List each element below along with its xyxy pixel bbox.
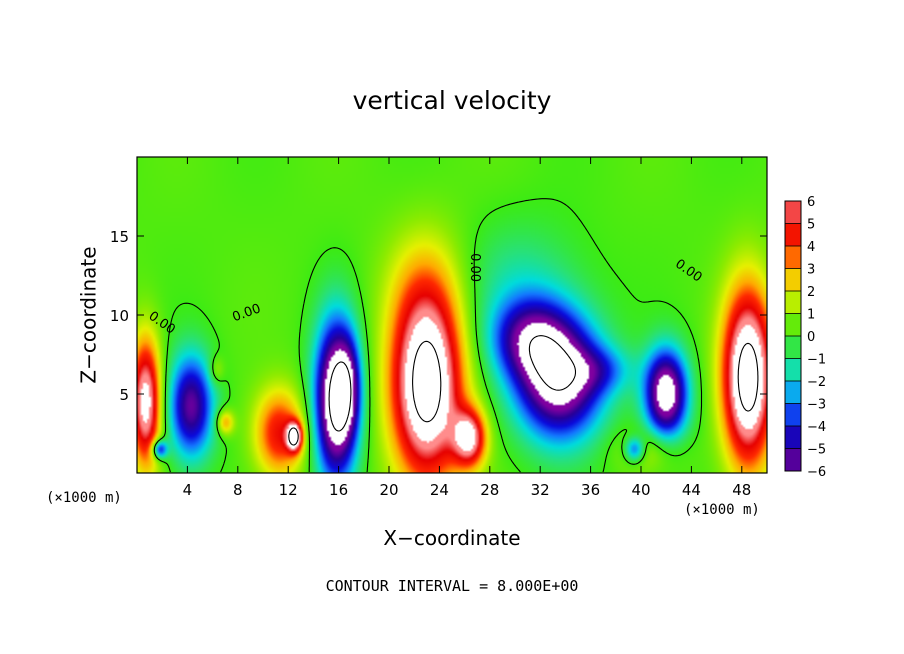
colorbar-tick-label: −3 [807,398,826,413]
contour-lines [153,198,759,473]
x-tick-label: 4 [183,481,193,499]
chart-title: vertical velocity [352,86,552,115]
x-tick-label: 24 [430,481,449,499]
x-axis-label: X−coordinate [383,526,521,550]
y-tick-label: 10 [110,307,129,325]
contour-label: 0.00 [467,253,482,282]
colorbar-cell [785,268,801,292]
x-tick-label: 40 [631,481,650,499]
y-axis-label: Z−coordinate [76,246,101,384]
x-tick-label: 12 [279,481,298,499]
colorbar-cell [785,336,801,359]
velocity-field [137,157,767,473]
colorbar-cell [785,246,801,269]
colorbar-tick-label: −6 [807,465,826,480]
colorbar-tick-label: 6 [807,195,815,210]
colorbar-tick-label: 4 [807,240,815,255]
colorbar-cell [785,403,801,427]
x-tick-label: 48 [732,481,751,499]
colorbar-cell [785,291,801,314]
colorbar-tick-label: 3 [807,263,815,278]
x-tick-label: 44 [682,481,701,499]
x-tick-label: 36 [581,481,600,499]
x-tick-label: 32 [531,481,550,499]
colorbar-cell [785,313,801,337]
colorbar-cell [785,201,801,224]
x-tick-label: 28 [480,481,499,499]
colorbar-tick-label: 5 [807,218,815,233]
colorbar-tick-label: 0 [807,330,815,345]
contour-level [153,198,703,473]
x-unit-left: (×1000 m) [46,490,122,506]
colorbar-tick-label: 2 [807,285,815,300]
colorbar-cell [785,381,801,404]
y-tick-label: 5 [119,386,129,404]
contour-level [328,335,577,432]
colorbar-tick-label: −1 [807,353,826,368]
x-axis: 4 8 12 16 20 24 28 32 36 40 44 48 [183,157,751,499]
contour-level [288,340,759,446]
colorbar-cell [785,223,801,247]
colorbar-cell [785,426,801,449]
colorbar-tick-label: −2 [807,375,826,390]
x-tick-label: 16 [329,481,348,499]
colorbar-cell [785,448,801,472]
colorbar-cell [785,358,801,382]
y-axis: 5 10 15 [110,228,767,404]
colorbar: 6 5 4 3 2 1 0 −1 −2 −3 −4 −5 −6 [784,195,826,480]
x-tick-label: 8 [233,481,243,499]
colorbar-tick-label: −4 [807,420,826,435]
colorbar-tick-label: −5 [807,443,826,458]
y-tick-label: 15 [110,228,129,246]
x-unit-right: (×1000 m) [684,502,760,518]
colorbar-tick-label: 1 [807,308,815,323]
x-tick-label: 20 [379,481,398,499]
contour-interval-note: CONTOUR INTERVAL = 8.000E+00 [325,577,579,595]
